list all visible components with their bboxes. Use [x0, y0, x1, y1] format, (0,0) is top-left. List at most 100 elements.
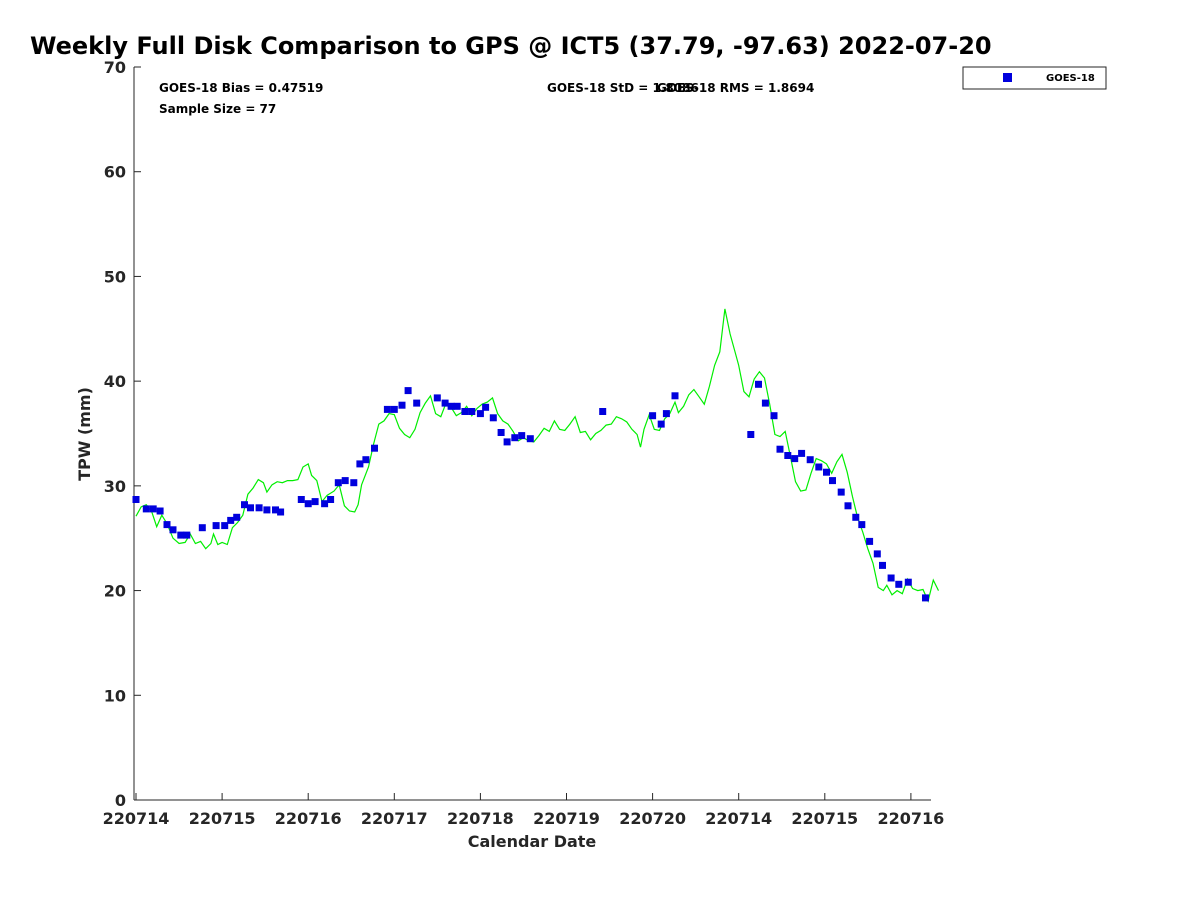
data-point-goes18 [212, 522, 220, 530]
x-tick-label: 220719 [533, 809, 600, 828]
data-point-goes18 [163, 521, 171, 529]
data-point-goes18 [277, 508, 285, 516]
y-tick-label: 50 [104, 267, 126, 286]
x-axis-label: Calendar Date [468, 832, 597, 851]
x-ticks: 220714 220715 220716 220717 220718 220719 2207… [103, 793, 945, 828]
data-point-goes18 [662, 410, 670, 418]
data-point-goes18 [227, 516, 235, 524]
data-point-goes18 [770, 412, 778, 420]
data-point-goes18 [599, 408, 607, 415]
data-point-goes18 [233, 513, 241, 521]
y-tick-label: 0 [115, 791, 126, 810]
data-point-goes18 [362, 456, 370, 464]
data-point-goes18 [447, 402, 455, 410]
data-point-goes18 [334, 479, 342, 487]
data-point-goes18 [404, 387, 412, 395]
data-point-goes18 [852, 513, 860, 521]
data-point-goes18 [526, 435, 534, 443]
data-point-goes18 [489, 414, 497, 422]
data-point-goes18 [873, 550, 881, 558]
data-point-goes18 [304, 500, 312, 508]
x-tick-label: 220720 [619, 809, 686, 828]
plot-area: 0 10 20 30 40 50 60 70 220714 220715 220716 220717… [103, 58, 945, 828]
data-point-goes18 [866, 537, 874, 545]
x-tick-label: 220715 [791, 809, 858, 828]
legend-box [962, 66, 1107, 90]
data-point-goes18 [879, 561, 886, 569]
data-point-goes18 [142, 505, 150, 513]
y-tick-label: 40 [104, 372, 126, 391]
data-point-goes18 [221, 522, 229, 530]
x-tick-label: 220716 [878, 809, 945, 828]
data-point-goes18 [356, 460, 364, 468]
data-point-goes18 [518, 432, 526, 440]
data-point-goes18 [482, 403, 490, 411]
data-point-goes18 [327, 496, 335, 503]
data-point-goes18 [413, 399, 421, 407]
data-point-goes18 [671, 392, 679, 400]
y-axis-label: TPW (mm) [75, 387, 94, 481]
data-point-goes18 [895, 580, 903, 588]
y-tick-label: 10 [104, 686, 126, 705]
data-point-goes18 [784, 452, 792, 459]
data-point-goes18 [433, 394, 441, 402]
x-tick-label: 220717 [361, 809, 428, 828]
data-point-goes18 [837, 488, 845, 496]
data-point-goes18 [297, 496, 305, 503]
data-point-goes18 [497, 429, 505, 436]
data-point-goes18 [904, 578, 912, 586]
data-point-goes18 [272, 506, 279, 514]
data-point-goes18 [350, 479, 358, 487]
data-point-goes18 [453, 402, 461, 410]
x-tick-label: 220718 [447, 809, 514, 828]
data-point-goes18 [321, 500, 329, 508]
data-point-goes18 [241, 501, 248, 509]
data-point-goes18 [311, 498, 319, 506]
x-tick-label: 220716 [275, 809, 342, 828]
data-point-goes18 [657, 420, 665, 428]
series-layer [132, 308, 940, 603]
data-point-goes18 [255, 504, 263, 512]
legend-label-goes18: GOES-18 [1046, 73, 1095, 84]
data-point-goes18 [183, 531, 191, 539]
data-point-goes18 [747, 431, 755, 438]
data-point-goes18 [887, 574, 895, 582]
legend: GOES-18 [962, 66, 1107, 90]
series-line-gps [135, 308, 940, 603]
legend-marker-goes18 [1003, 73, 1012, 82]
data-point-goes18 [263, 506, 271, 514]
data-point-goes18 [169, 526, 177, 534]
x-tick-label: 220714 [103, 809, 170, 828]
x-tick-label: 220715 [189, 809, 256, 828]
data-point-goes18 [791, 455, 799, 463]
data-point-goes18 [761, 399, 769, 407]
y-tick-label: 60 [104, 163, 126, 182]
data-point-goes18 [922, 594, 929, 602]
data-point-goes18 [132, 496, 140, 503]
data-point-goes18 [649, 412, 657, 420]
data-point-goes18 [798, 449, 806, 457]
stat-sample-size: Sample Size = 77 [159, 102, 276, 116]
data-point-goes18 [476, 410, 484, 418]
data-point-goes18 [815, 463, 823, 471]
data-point-goes18 [823, 468, 830, 476]
data-point-goes18 [341, 477, 349, 485]
data-point-goes18 [829, 477, 836, 485]
stat-rms: GOES-18 RMS = 1.8694 [657, 81, 814, 95]
data-point-goes18 [390, 405, 398, 413]
data-point-goes18 [468, 408, 476, 415]
data-point-goes18 [177, 531, 185, 539]
stat-bias: GOES-18 Bias = 0.47519 [159, 81, 323, 95]
data-point-goes18 [461, 408, 469, 415]
x-tick-label: 220714 [705, 809, 772, 828]
data-point-goes18 [149, 505, 157, 513]
data-point-goes18 [156, 507, 164, 515]
data-point-goes18 [398, 401, 406, 409]
y-tick-label: 70 [104, 58, 126, 77]
y-tick-label: 30 [104, 477, 126, 496]
data-point-goes18 [247, 504, 254, 512]
data-point-goes18 [858, 521, 866, 529]
data-point-goes18 [371, 444, 378, 452]
